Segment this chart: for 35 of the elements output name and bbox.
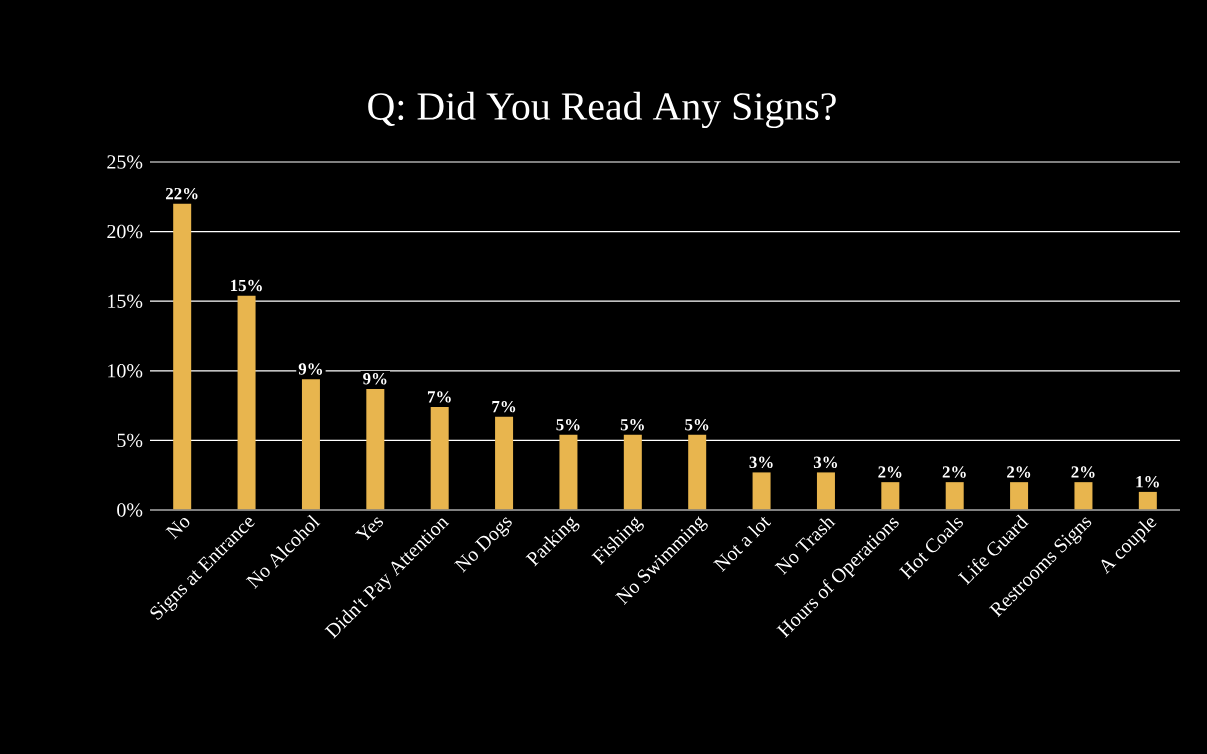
data-label: 15% xyxy=(230,279,262,292)
y-tick-label: 10% xyxy=(108,364,143,378)
bar xyxy=(366,388,385,510)
data-label: 22% xyxy=(165,187,198,200)
bar xyxy=(1074,482,1093,510)
data-label: 5% xyxy=(685,418,709,431)
data-label: 5% xyxy=(556,418,580,431)
y-tick-label: 5% xyxy=(117,433,143,448)
bar xyxy=(495,416,514,510)
x-tick-label: Yes xyxy=(354,517,384,541)
y-tick-label: 25% xyxy=(107,155,143,169)
y-tick-label: 0% xyxy=(117,503,143,517)
data-label: 3% xyxy=(749,456,773,469)
bar xyxy=(301,379,320,510)
data-label: 9% xyxy=(363,373,387,385)
bar xyxy=(688,434,707,510)
bar xyxy=(881,482,900,510)
data-label: 2% xyxy=(878,466,902,478)
y-tick-label: 20% xyxy=(107,224,143,239)
data-label: 2% xyxy=(942,466,966,478)
bar xyxy=(1010,482,1029,510)
data-label: 2% xyxy=(1007,466,1031,478)
data-label: 9% xyxy=(298,363,323,375)
data-label: 5% xyxy=(620,418,644,431)
data-label: 7% xyxy=(492,400,516,413)
x-tick-label: Not a lot xyxy=(713,517,772,573)
bar xyxy=(816,472,835,510)
data-label: 1% xyxy=(1136,476,1159,488)
data-label: 3% xyxy=(813,456,838,469)
chart-title: Q: Did You Read Any Signs? xyxy=(368,91,836,129)
y-tick-label: 15% xyxy=(108,294,143,308)
data-label: 2% xyxy=(1071,466,1095,478)
data-label: 7% xyxy=(427,391,451,403)
bar xyxy=(945,482,964,510)
x-tick-label: No xyxy=(165,518,190,540)
